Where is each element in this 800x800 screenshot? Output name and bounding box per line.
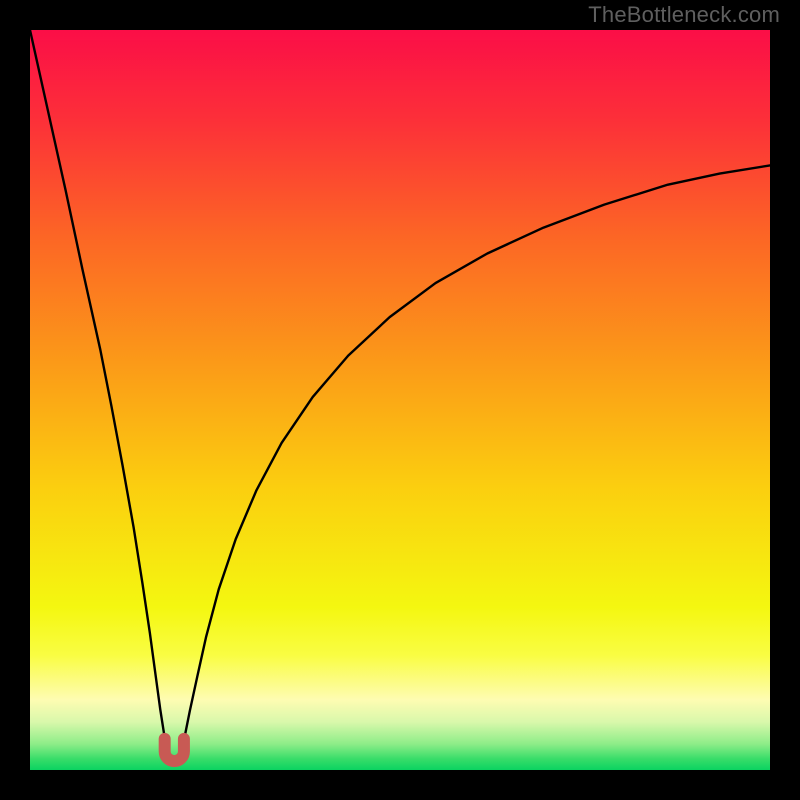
plot-background xyxy=(30,30,770,770)
plot-area xyxy=(30,30,770,770)
plot-svg xyxy=(30,30,770,770)
watermark-text: TheBottleneck.com xyxy=(588,2,780,28)
